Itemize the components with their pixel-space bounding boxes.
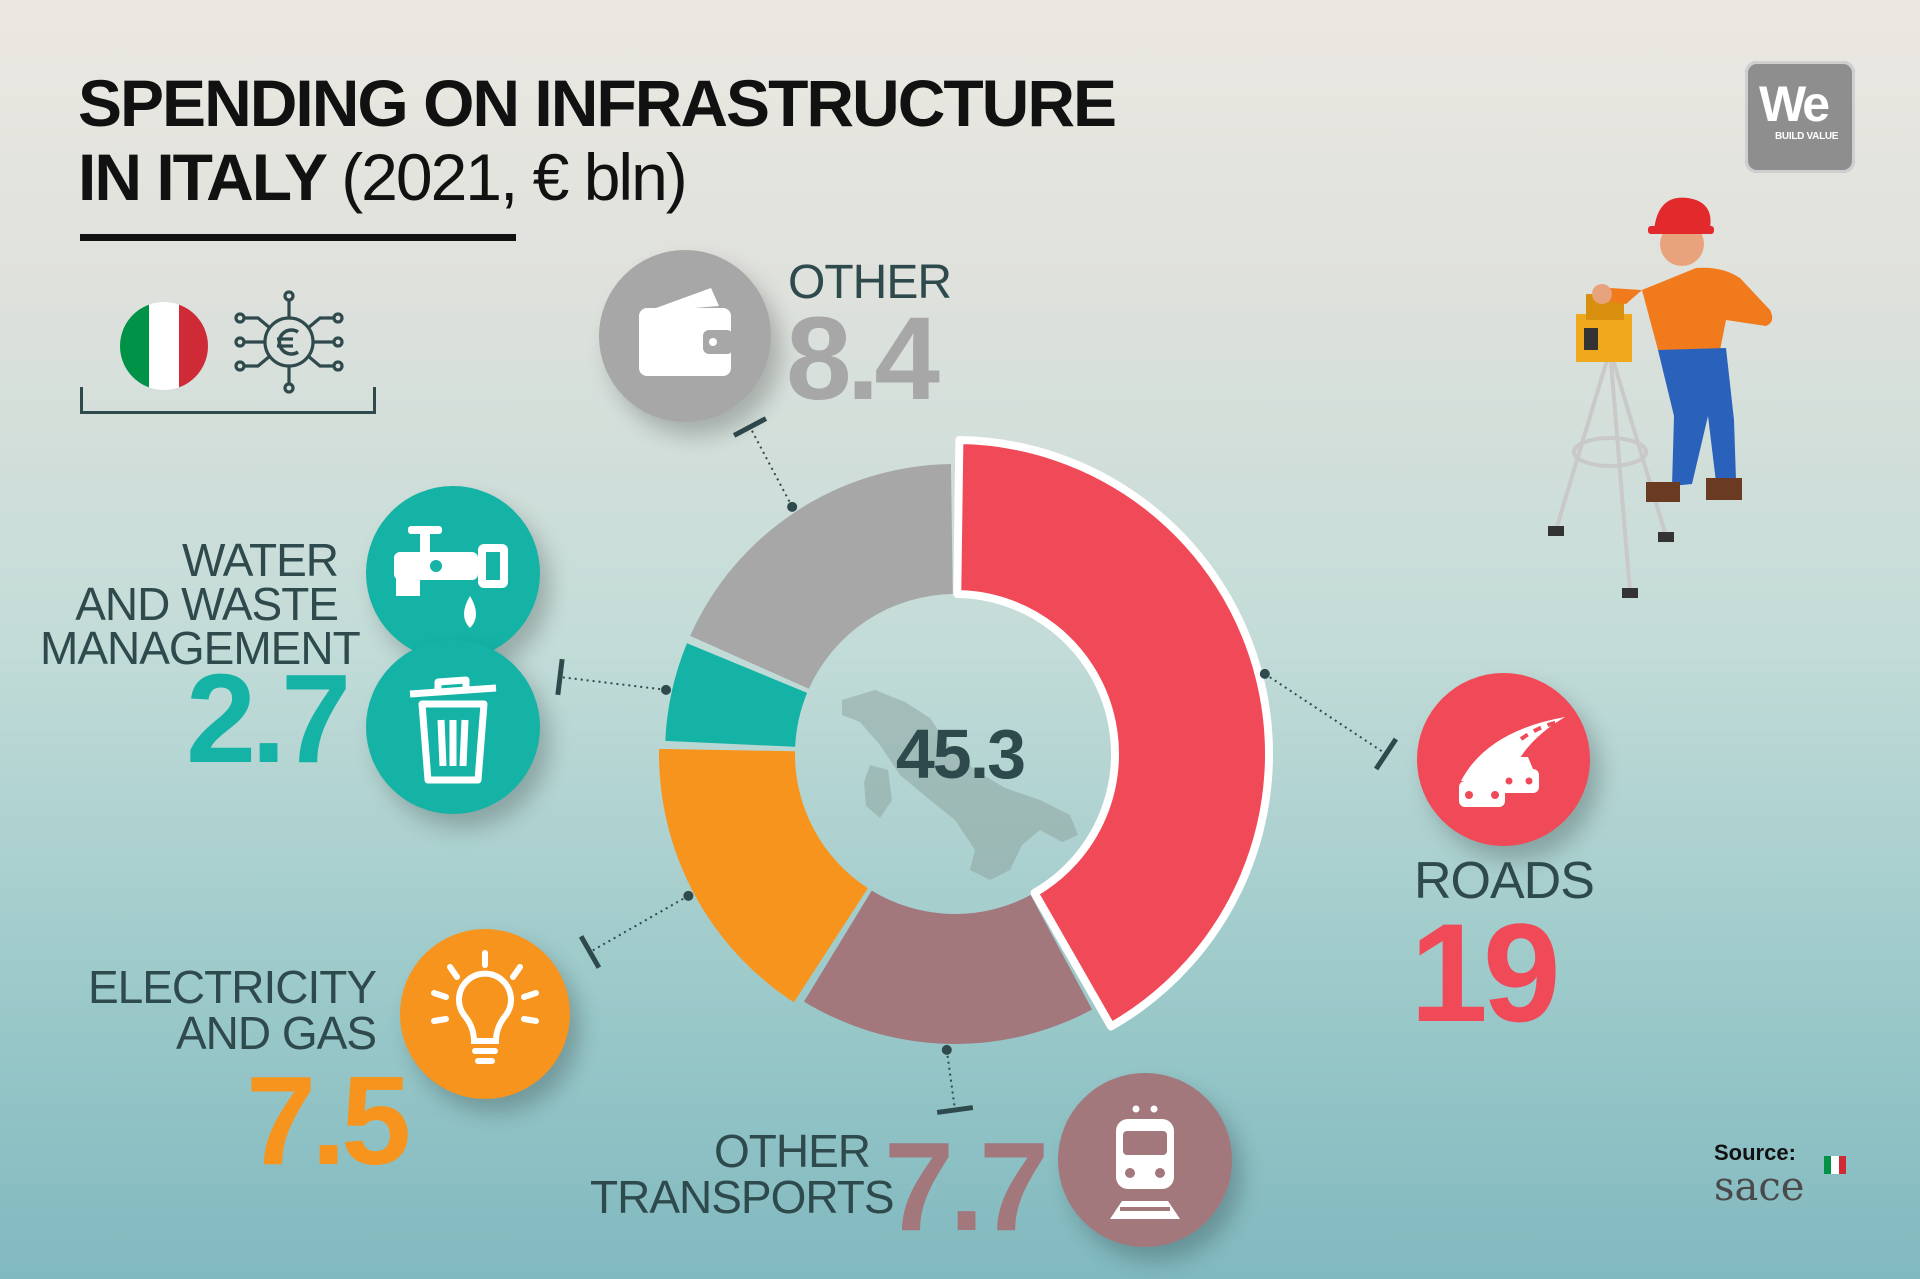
- water-label-line-2: AND WASTE: [75, 578, 339, 630]
- leader-cap-electricity-and-gas: [578, 935, 602, 969]
- water-label: WATER AND WASTE MANAGEMENT: [40, 534, 361, 674]
- level-instrument: [1576, 294, 1632, 362]
- euro-network-icon: [234, 290, 344, 394]
- other-value: 8.4: [786, 293, 940, 425]
- logo-sub-text: BUILD VALUE: [1775, 131, 1839, 142]
- chart-title: SPENDING ON INFRASTRUCTURE IN ITALY (202…: [78, 66, 1117, 214]
- train-icon: [1110, 1105, 1180, 1219]
- water-label-line-3: MANAGEMENT: [40, 622, 361, 674]
- leader-cap-water-and-waste: [555, 658, 565, 696]
- road-cars-icon: [1459, 717, 1565, 807]
- leader-line-other-transports: [945, 1049, 956, 1111]
- water-icon-circle: [366, 486, 540, 660]
- other-transports-label-line-2: TRANSPORTS: [590, 1171, 895, 1223]
- faucet-icon: [394, 526, 508, 628]
- title-line-2-regular: (2021, € bln): [341, 140, 688, 214]
- leader-cap-other: [732, 416, 768, 438]
- water-label-line-1: WATER: [182, 534, 339, 586]
- other-transports-value: 7.7: [884, 1116, 1049, 1257]
- electricity-label-line-1: ELECTRICITY: [87, 961, 377, 1013]
- italy-map-silhouette: [842, 690, 1078, 880]
- trash-bin-icon: [409, 676, 497, 784]
- italy-flag-icon: [120, 302, 208, 390]
- electricity-label: ELECTRICITY AND GAS: [80, 961, 377, 1059]
- donut-slice-other: [690, 464, 953, 689]
- electricity-icon-circle: [400, 929, 570, 1099]
- other-transports-label: OTHER TRANSPORTS: [590, 1125, 895, 1223]
- roads-label: ROADS: [1414, 852, 1595, 910]
- source-name: sace: [1714, 1164, 1805, 1210]
- we-build-value-logo: We BUILD VALUE: [1745, 61, 1855, 173]
- source-label: Source:: [1714, 1140, 1796, 1165]
- leader-cap-other-transports: [936, 1105, 974, 1115]
- donut-slice-water-and-waste: [665, 643, 808, 747]
- electricity-value: 7.5: [246, 1050, 411, 1191]
- other-transports-icon-circle: [1058, 1073, 1232, 1247]
- lightbulb-icon: [431, 950, 539, 1064]
- roads-icon-circle: [1417, 673, 1590, 846]
- surveyor-illustration: [1548, 197, 1773, 598]
- header-icons-bracket: [80, 387, 376, 414]
- other-label: OTHER: [788, 256, 952, 309]
- title-line-1: SPENDING ON INFRASTRUCTURE: [78, 66, 1117, 140]
- donut-slice-other-transports: [803, 890, 1093, 1044]
- electricity-label-line-2: AND GAS: [175, 1007, 377, 1059]
- other-icon-circle: [599, 250, 771, 422]
- leader-line-water-and-waste: [559, 676, 667, 691]
- title-underline: [80, 234, 516, 241]
- other-transports-label-line-1: OTHER: [714, 1125, 871, 1177]
- logo-main-text: We: [1759, 76, 1830, 132]
- waste-icon-circle: [366, 640, 540, 814]
- water-value: 2.7: [186, 648, 351, 789]
- leader-line-roads: [1264, 673, 1387, 755]
- leader-cap-roads: [1373, 737, 1399, 771]
- leader-line-other: [749, 426, 794, 508]
- donut-slice-electricity-and-gas: [659, 748, 868, 1003]
- title-line-2-bold: IN ITALY: [78, 140, 327, 214]
- donut-slice-roads: [953, 436, 1273, 1031]
- source-italy-flag-icon: [1824, 1156, 1846, 1174]
- wallet-icon: [639, 288, 733, 376]
- roads-value: 19: [1410, 894, 1561, 1051]
- chart-total: 45.3: [896, 715, 1024, 793]
- leader-line-electricity-and-gas: [589, 894, 689, 953]
